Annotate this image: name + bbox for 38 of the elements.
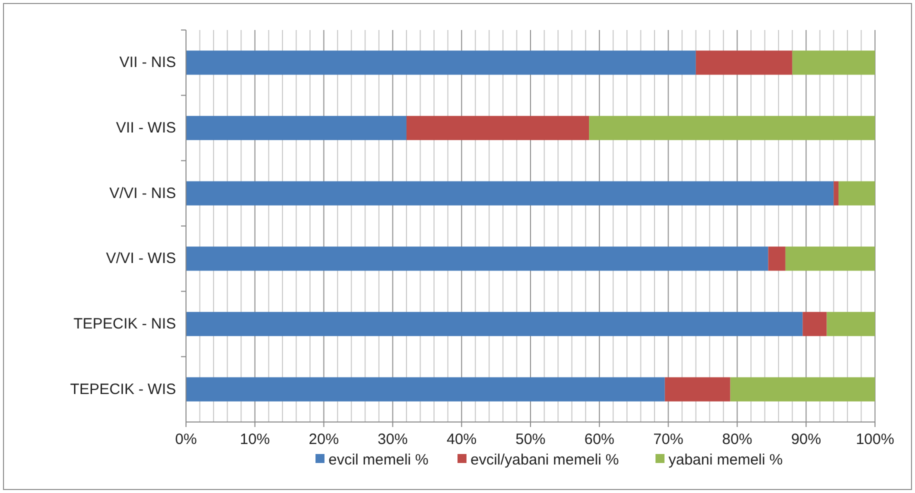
bar (186, 377, 665, 402)
x-tick-label: 60% (584, 431, 614, 448)
bar (406, 116, 590, 140)
bar (768, 246, 786, 271)
y-tick-label: V/VI - WIS (106, 250, 176, 268)
legend-label: evcil/yabani memeli % (470, 452, 619, 468)
x-tick-label: 0% (175, 431, 197, 448)
bar (186, 312, 803, 336)
x-tick-label: 80% (722, 431, 752, 448)
bar (186, 181, 834, 206)
y-tick-label: VII - NIS (119, 54, 176, 72)
bar (589, 116, 875, 140)
bar (802, 312, 827, 336)
bar (792, 50, 875, 75)
x-tick-label: 50% (515, 431, 546, 448)
bar (186, 246, 768, 271)
x-tick-label: 20% (308, 431, 339, 448)
bar (696, 50, 792, 75)
bar (730, 377, 875, 402)
legend-label: evcil memeli % (328, 452, 429, 468)
bar (838, 181, 875, 206)
bar (664, 377, 730, 402)
bar (834, 181, 838, 206)
bar (186, 50, 696, 75)
y-tick-label: V/VI - NIS (109, 184, 176, 202)
bar (785, 246, 875, 271)
bar (826, 312, 875, 336)
legend-label: yabani memeli % (668, 452, 783, 468)
x-tick-label: 90% (791, 431, 822, 448)
x-tick-label: 40% (446, 431, 477, 448)
x-tick-label: 10% (240, 431, 270, 448)
y-tick-label: TEPECIK - WIS (70, 380, 176, 398)
x-tick-label: 30% (378, 431, 408, 448)
bar (186, 116, 406, 140)
x-tick-label: 70% (653, 431, 684, 448)
y-tick-label: TEPECIK - NIS (73, 316, 176, 332)
y-tick-label: VII - WIS (116, 120, 176, 136)
x-tick-label: 100% (856, 431, 894, 448)
